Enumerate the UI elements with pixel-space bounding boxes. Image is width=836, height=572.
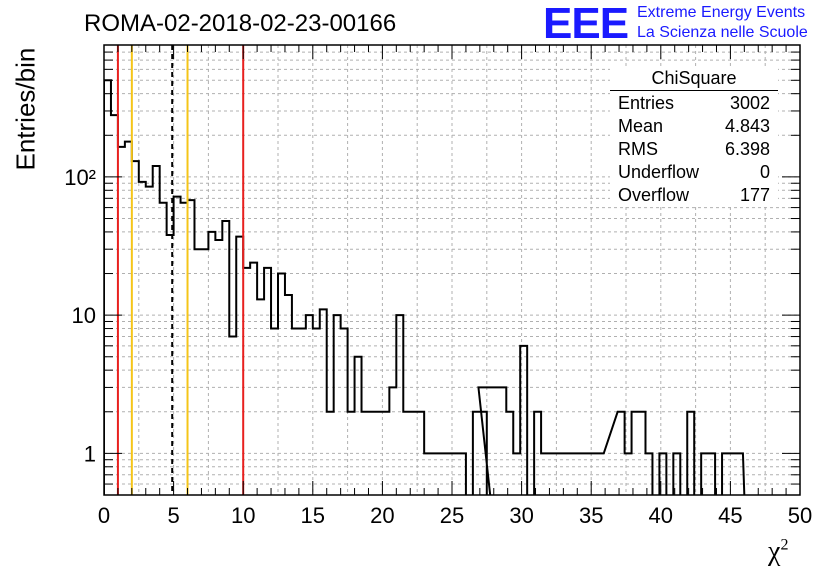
- stats-value: 4.843: [724, 116, 770, 136]
- x-tick-label: 10: [231, 503, 255, 528]
- x-tick-label: 25: [440, 503, 464, 528]
- x-tick-label: 40: [649, 503, 673, 528]
- x-tick-label: 30: [509, 503, 533, 528]
- x-tick-label: 0: [98, 503, 110, 528]
- y-tick-label: 10: [72, 303, 96, 328]
- stats-label: Entries: [618, 93, 675, 113]
- stats-label: Overflow: [618, 185, 690, 205]
- stats-value: 6.398: [724, 139, 770, 159]
- y-tick-label: 10²: [64, 165, 96, 190]
- tick-labels: 0 5 10 15 20 25 30 35 40 45 50 1 10 10²: [64, 165, 812, 528]
- x-axis-label-base: χ: [768, 536, 781, 567]
- stats-value: 177: [739, 185, 770, 205]
- stats-box: ChiSquare Entries 3002 Mean 4.843 RMS 6.398…: [610, 68, 778, 207]
- stats-title: ChiSquare: [610, 68, 778, 91]
- stats-row: Entries 3002: [610, 92, 778, 115]
- stats-label: Mean: [618, 116, 664, 136]
- x-tick-label: 5: [167, 503, 179, 528]
- stats-row: RMS 6.398: [610, 138, 778, 161]
- x-tick-label: 45: [718, 503, 742, 528]
- x-tick-label: 35: [579, 503, 603, 528]
- x-tick-label: 50: [788, 503, 812, 528]
- eee-logo: EEE: [543, 0, 629, 48]
- stats-label: RMS: [618, 139, 658, 159]
- x-tick-label: 15: [301, 503, 325, 528]
- logo-line-2: La Scienza nelle Scuole: [637, 24, 808, 41]
- y-tick-label: 1: [84, 441, 96, 466]
- stats-row: Overflow 177: [610, 184, 778, 207]
- reference-lines: [116, 45, 245, 495]
- x-axis-label: χ2: [768, 536, 788, 568]
- axes: [103, 44, 801, 496]
- chart-title: ROMA-02-2018-02-23-00166: [84, 10, 397, 37]
- stats-row: Mean 4.843: [610, 115, 778, 138]
- logo-line-1: Extreme Energy Events: [637, 4, 806, 21]
- stats-value: 0: [759, 162, 770, 182]
- stats-row: Underflow 0: [610, 161, 778, 184]
- y-axis-label: Entries/bin: [10, 47, 41, 171]
- stats-value: 3002: [729, 93, 770, 113]
- x-tick-label: 20: [370, 503, 394, 528]
- stats-label: Underflow: [618, 162, 700, 182]
- x-axis-label-sup: 2: [780, 536, 789, 554]
